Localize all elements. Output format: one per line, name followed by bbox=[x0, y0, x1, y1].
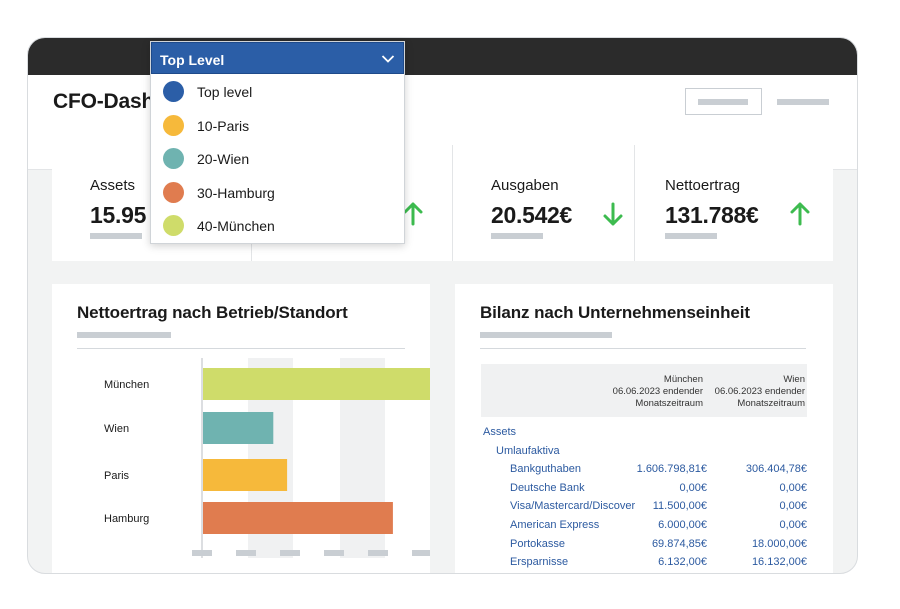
kpi-ausgaben: Ausgaben 20.542€ bbox=[452, 145, 634, 261]
color-dot-icon bbox=[163, 148, 184, 169]
chart-card-title: Nettoertrag nach Betrieb/Standort bbox=[77, 303, 348, 322]
table-cell: 6.000,00€ bbox=[658, 519, 707, 531]
dropdown-option[interactable]: 30-Hamburg bbox=[151, 176, 404, 210]
kpi-value: 15.95 bbox=[90, 202, 147, 228]
bar[interactable] bbox=[203, 459, 288, 491]
column-header-line: 06.06.2023 endender bbox=[612, 386, 703, 397]
dropdown-option[interactable]: 10-Paris bbox=[151, 109, 404, 143]
table-cell: 0,00€ bbox=[779, 481, 807, 494]
tick-label-placeholder bbox=[192, 550, 212, 556]
header-button-placeholder bbox=[698, 99, 748, 105]
table-cell: 1.606.798,81€ bbox=[636, 463, 707, 476]
header-link[interactable] bbox=[777, 99, 829, 105]
kpi-label: Nettoertrag bbox=[665, 177, 741, 194]
table-card: Bilanz nach Unternehmenseinheit München … bbox=[455, 284, 833, 573]
table-cell: 306.404,78€ bbox=[745, 463, 807, 476]
dropdown-selected-label: Top Level bbox=[160, 52, 225, 68]
tick-label-placeholder bbox=[368, 550, 388, 556]
header-button[interactable] bbox=[685, 88, 762, 115]
bar[interactable] bbox=[203, 368, 430, 400]
kpi-nettoertrag: Nettoertrag 131.788€ bbox=[634, 145, 833, 261]
table-cell: 6.132,00€ bbox=[658, 556, 707, 569]
category-label: Paris bbox=[104, 470, 130, 482]
tick-label-placeholder bbox=[236, 550, 256, 556]
tick-label-placeholder bbox=[412, 550, 430, 556]
table-row-label[interactable]: Umlaufaktiva bbox=[496, 444, 560, 457]
bar[interactable] bbox=[203, 502, 393, 534]
table-cell: 18.000,00€ bbox=[751, 537, 807, 550]
dropdown-option-label: 10-Paris bbox=[197, 117, 250, 134]
arrow-down-icon bbox=[603, 202, 623, 226]
column-header-line: Monatszeitraum bbox=[737, 398, 805, 409]
table-card-subtitle-placeholder bbox=[480, 332, 612, 338]
table-cell: 16.132,00€ bbox=[751, 556, 807, 569]
color-dot-icon bbox=[163, 81, 184, 102]
kpi-value: 131.788€ bbox=[665, 202, 759, 228]
category-label: München bbox=[104, 379, 149, 391]
color-dot-icon bbox=[163, 181, 184, 203]
dropdown-option[interactable]: Top level bbox=[151, 75, 404, 109]
color-dot-icon bbox=[163, 215, 184, 236]
column-header-line: 06.06.2023 endender bbox=[714, 386, 805, 397]
kpi-subtext-placeholder bbox=[491, 233, 543, 239]
table-cell: 0,00€ bbox=[779, 500, 807, 513]
table-card-divider bbox=[480, 348, 806, 349]
color-dot-icon bbox=[163, 114, 184, 136]
column-header-wien: Wien 06.06.2023 endender Monatszeitraum bbox=[703, 374, 805, 410]
tick-label-placeholder bbox=[280, 550, 300, 556]
arrow-up-icon bbox=[790, 202, 810, 226]
table-cell: 0,00€ bbox=[679, 481, 707, 494]
column-header-line: München bbox=[663, 374, 703, 385]
chart-card-divider bbox=[77, 348, 405, 349]
table-cell: 11.500,00€ bbox=[652, 500, 707, 513]
table-row-label[interactable]: American Express bbox=[510, 519, 600, 531]
dropdown-option[interactable]: 40-München bbox=[151, 209, 404, 243]
category-label: Wien bbox=[104, 423, 129, 435]
table-row-label[interactable]: Ersparnisse bbox=[510, 556, 569, 569]
column-header-line: Wien bbox=[783, 374, 805, 385]
dropdown-option-label: 40-München bbox=[197, 218, 275, 234]
dropdown-option-label: Top level bbox=[197, 84, 253, 100]
tick-label-placeholder bbox=[324, 550, 344, 556]
bar-chart: München Wien Paris Hamburg bbox=[104, 358, 430, 558]
kpi-label: Assets bbox=[90, 177, 136, 194]
dropdown-option-label: 30-Hamburg bbox=[197, 184, 275, 201]
table-cell: 0,00€ bbox=[779, 519, 807, 531]
category-label: Hamburg bbox=[104, 513, 149, 525]
chart-card: Nettoertrag nach Betrieb/Standort Münche… bbox=[52, 284, 430, 573]
table-row-label[interactable]: Portokasse bbox=[510, 537, 566, 550]
unit-dropdown[interactable]: Top Level Top level 10-Paris 20-Wien 30-Ham… bbox=[150, 41, 405, 244]
table-header bbox=[481, 364, 807, 417]
table-row-label[interactable]: Assets bbox=[483, 426, 517, 438]
arrow-up-icon bbox=[403, 202, 423, 226]
table-row-label[interactable]: Visa/Mastercard/Discover bbox=[510, 500, 636, 513]
kpi-subtext-placeholder bbox=[665, 233, 717, 239]
dropdown-selected[interactable]: Top Level bbox=[151, 42, 404, 74]
table-cell: 69.874,85€ bbox=[651, 537, 707, 550]
kpi-value: 20.542€ bbox=[491, 202, 573, 228]
chevron-down-icon[interactable] bbox=[381, 54, 395, 64]
table-row-label[interactable]: Deutsche Bank bbox=[510, 481, 585, 494]
column-header-muenchen: München 06.06.2023 endender Monatszeitra… bbox=[595, 374, 703, 410]
column-header-line: Monatszeitraum bbox=[635, 398, 703, 409]
bar[interactable] bbox=[203, 412, 274, 444]
dropdown-option[interactable]: 20-Wien bbox=[151, 142, 404, 176]
table-row-label[interactable]: Bankguthaben bbox=[510, 463, 581, 476]
kpi-label: Ausgaben bbox=[491, 177, 559, 194]
table-card-title: Bilanz nach Unternehmenseinheit bbox=[480, 303, 750, 322]
dropdown-option-label: 20-Wien bbox=[197, 151, 250, 167]
chart-card-subtitle-placeholder bbox=[77, 332, 171, 338]
kpi-subtext-placeholder bbox=[90, 233, 142, 239]
